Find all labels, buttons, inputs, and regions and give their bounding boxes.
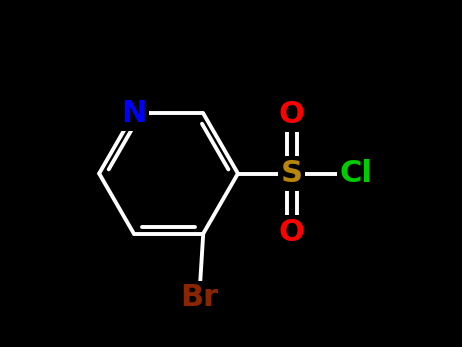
Text: Br: Br [181, 283, 219, 312]
Text: Cl: Cl [340, 159, 372, 188]
Text: N: N [121, 99, 146, 128]
Text: O: O [279, 218, 304, 247]
Text: S: S [281, 159, 303, 188]
Text: O: O [279, 100, 304, 129]
